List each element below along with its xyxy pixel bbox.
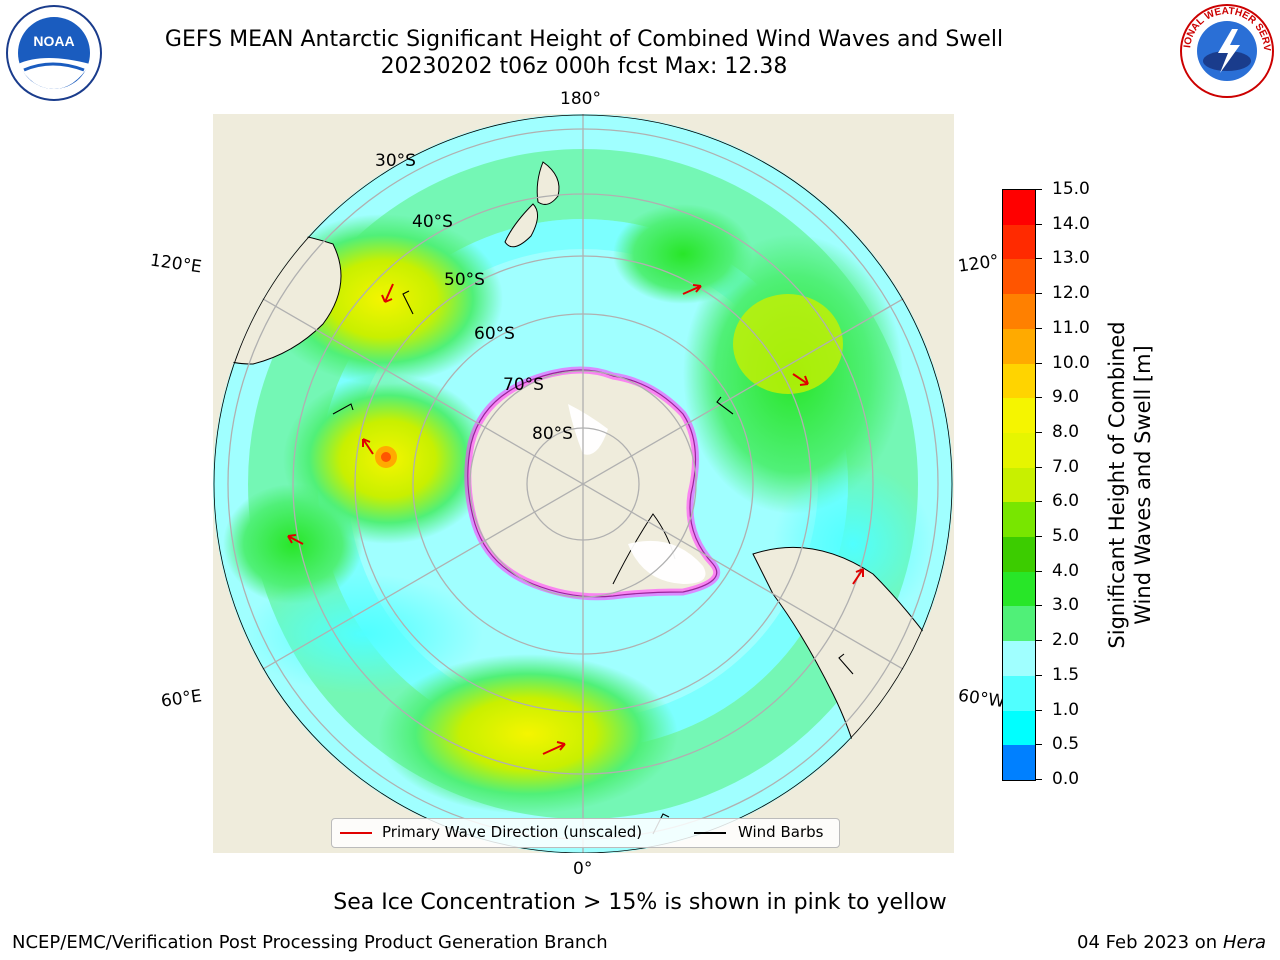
colorbar-label-line2: Wind Waves and Swell [m] [1131, 345, 1155, 625]
colorbar-segment [1003, 502, 1035, 538]
colorbar-tick-label: 1.0 [1052, 699, 1080, 720]
svg-text:NOAA: NOAA [33, 33, 74, 49]
colorbar-segment [1003, 606, 1035, 642]
colorbar-tick [1035, 466, 1042, 468]
colorbar-segment [1003, 259, 1035, 295]
colorbar-segment [1003, 224, 1035, 260]
colorbar-tick-label: 3.0 [1052, 595, 1080, 616]
colorbar-segment [1003, 363, 1035, 399]
colorbar-tick [1035, 744, 1042, 746]
colorbar-tick-label: 10.0 [1052, 352, 1090, 373]
colorbar-tick-label: 4.0 [1052, 560, 1080, 581]
lat-label-80s: 80°S [532, 424, 573, 444]
colorbar-segment [1003, 641, 1035, 677]
colorbar-segment [1003, 571, 1035, 607]
lat-label-70s: 70°S [503, 375, 544, 395]
colorbar-tick [1035, 189, 1042, 190]
colorbar-segment [1003, 745, 1035, 781]
colorbar-tick [1035, 362, 1042, 364]
colorbar-segment [1003, 432, 1035, 469]
nws-logo: NATIONAL WEATHER SERVICE [1178, 3, 1274, 98]
lat-label-50s: 50°S [444, 270, 485, 290]
colorbar-tick [1035, 501, 1042, 503]
legend-wave-label: Primary Wave Direction (unscaled) [382, 823, 643, 841]
colorbar-tick [1035, 640, 1042, 642]
colorbar-tick [1035, 674, 1042, 676]
colorbar-tick [1035, 779, 1042, 780]
colorbar-segment [1003, 675, 1035, 712]
colorbar-tick [1035, 709, 1042, 711]
colorbar-tick-label: 2.0 [1052, 630, 1080, 651]
sea-ice-note: Sea Ice Concentration > 15% is shown in … [333, 890, 947, 915]
colorbar-tick [1035, 223, 1042, 225]
colorbar-tick [1035, 397, 1042, 399]
colorbar-tick [1035, 605, 1042, 607]
map-title: GEFS MEAN Antarctic Significant Height o… [164, 27, 1004, 52]
colorbar-tick [1035, 258, 1042, 260]
colorbar-tick [1035, 536, 1042, 538]
footer-date: 04 Feb 2023 on Hera [1077, 932, 1266, 953]
noaa-logo: NOAA [6, 5, 102, 101]
colorbar-tick-label: 15.0 [1052, 179, 1090, 199]
colorbar-segment [1003, 190, 1035, 226]
lon-label-60w: 60°W [956, 685, 1007, 713]
footer-credit: NCEP/EMC/Verification Post Processing Pr… [12, 932, 608, 953]
lat-label-30s: 30°S [375, 151, 416, 171]
legend-barb-label: Wind Barbs [738, 823, 824, 841]
colorbar-tick-label: 1.5 [1052, 664, 1080, 685]
colorbar-tick [1035, 327, 1042, 329]
polar-map-canvas [213, 114, 954, 853]
colorbar-tick [1035, 570, 1042, 572]
colorbar-segment [1003, 537, 1035, 573]
colorbar-tick-label: 5.0 [1052, 526, 1080, 547]
footer-date-text: 04 Feb 2023 on [1077, 932, 1218, 953]
lon-label-120w: 120° [956, 251, 1001, 277]
lon-label-120e: 120°E [148, 250, 203, 278]
wind-barb-swatch [694, 832, 726, 834]
colorbar-tick-label: 7.0 [1052, 456, 1080, 477]
map-legend: Primary Wave Direction (unscaled) Wind B… [331, 818, 840, 848]
lat-label-40s: 40°S [412, 212, 453, 232]
colorbar-tick-label: 0.0 [1052, 769, 1080, 789]
lon-label-0: 0° [573, 859, 593, 879]
colorbar-tick-label: 6.0 [1052, 491, 1080, 512]
colorbar-segment [1003, 710, 1035, 746]
lon-label-60e: 60°E [159, 686, 204, 712]
colorbar-tick-label: 9.0 [1052, 387, 1080, 408]
colorbar-segment [1003, 467, 1035, 503]
colorbar-tick-label: 12.0 [1052, 283, 1090, 304]
colorbar-tick-label: 13.0 [1052, 248, 1090, 269]
colorbar-tick [1035, 293, 1042, 295]
footer-machine: Hera [1222, 932, 1266, 953]
colorbar-tick-label: 14.0 [1052, 213, 1090, 234]
wave-direction-swatch [340, 832, 372, 834]
colorbar [1002, 189, 1036, 781]
lat-label-60s: 60°S [474, 324, 515, 344]
colorbar-tick-label: 8.0 [1052, 421, 1080, 442]
colorbar-segment [1003, 328, 1035, 365]
map-subtitle: 20230202 t06z 000h fcst Max: 12.38 [380, 54, 788, 79]
colorbar-segment [1003, 294, 1035, 330]
colorbar-label-line1: Significant Height of Combined [1105, 321, 1129, 649]
colorbar-tick-label: 0.5 [1052, 734, 1080, 755]
colorbar-tick [1035, 431, 1042, 433]
colorbar-tick-label: 11.0 [1052, 317, 1090, 338]
polar-map: 180° 0° 120°E 120° 60°E 60°W 30°S 40°S 5… [149, 89, 1006, 879]
colorbar-segment [1003, 398, 1035, 434]
lon-label-180: 180° [560, 89, 601, 109]
